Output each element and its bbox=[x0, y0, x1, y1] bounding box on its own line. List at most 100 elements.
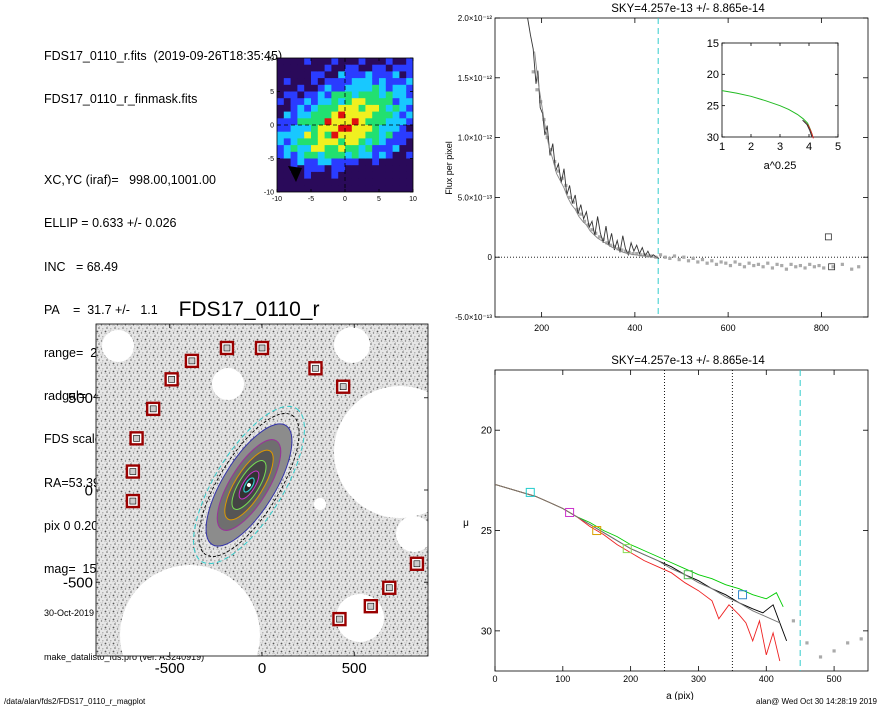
heatmap-cell bbox=[392, 98, 400, 106]
heatmap-cell bbox=[324, 151, 332, 159]
x-tick-label: 100 bbox=[555, 674, 570, 684]
heatmap-cell bbox=[406, 84, 413, 92]
sky-point bbox=[597, 235, 602, 239]
heatmap-cell bbox=[283, 98, 291, 106]
sky-point bbox=[761, 265, 765, 269]
sky-box-inner bbox=[367, 602, 375, 610]
heatmap-cell bbox=[297, 104, 305, 112]
sky-frame bbox=[494, 17, 869, 318]
sky-point bbox=[756, 262, 761, 266]
heatmap-cell bbox=[297, 151, 305, 159]
heatmap-cell bbox=[372, 84, 380, 92]
heatmap-cell bbox=[365, 151, 373, 159]
heatmap-cell bbox=[351, 91, 359, 99]
heatmap-cell bbox=[399, 78, 407, 86]
heatmap-cell bbox=[311, 118, 319, 126]
heatmap-cell bbox=[379, 104, 387, 112]
heatmap-cell bbox=[297, 131, 305, 139]
x-tick-label: 400 bbox=[759, 674, 774, 684]
heatmap-cell bbox=[392, 78, 400, 86]
heatmap-cell bbox=[406, 58, 413, 66]
heatmap-cell bbox=[372, 104, 380, 112]
heatmap-cell bbox=[406, 171, 413, 179]
footer-user-time: alan@ Wed Oct 30 14:28:19 2019 bbox=[756, 697, 877, 706]
sky-point bbox=[812, 265, 816, 269]
heatmap-cell bbox=[290, 145, 298, 153]
heatmap-cell bbox=[304, 125, 312, 133]
heatmap-cell bbox=[406, 125, 413, 133]
heatmap-cell bbox=[345, 125, 353, 133]
heatmap-cell bbox=[338, 64, 346, 72]
heatmap-cell bbox=[365, 71, 373, 79]
heatmap-cell bbox=[345, 84, 353, 92]
heatmap-cell bbox=[277, 64, 285, 72]
sky-point bbox=[789, 262, 793, 266]
ellipse-outer bbox=[198, 413, 300, 557]
profile-series-line bbox=[495, 483, 784, 607]
heatmap-cell bbox=[304, 151, 312, 159]
heatmap-cell bbox=[372, 131, 380, 139]
heatmap-cell bbox=[345, 131, 353, 139]
heatmap-cell bbox=[365, 158, 373, 166]
heatmap-cell bbox=[331, 71, 339, 79]
heatmap-cell bbox=[338, 165, 346, 173]
x-tick-label: 300 bbox=[691, 674, 706, 684]
heatmap-cell bbox=[311, 111, 319, 119]
heatmap-cell bbox=[399, 145, 407, 153]
heatmap-cell bbox=[372, 185, 380, 192]
sky-chart: SKY=4.257e-13 +/- 8.865e-14 Flux per pix… bbox=[444, 3, 869, 333]
heatmap-cell bbox=[385, 158, 393, 166]
heatmap-cell bbox=[283, 64, 291, 72]
heatmap-cell bbox=[283, 145, 291, 153]
heatmap-cell bbox=[385, 111, 393, 119]
heatmap-cell bbox=[358, 104, 366, 112]
heatmap-cell bbox=[399, 138, 407, 146]
heatmap-cell bbox=[385, 64, 393, 72]
heatmap-cell bbox=[365, 118, 373, 126]
heatmap-cell bbox=[317, 158, 325, 166]
heatmap-cell bbox=[338, 185, 346, 192]
heatmap-cell bbox=[345, 91, 353, 99]
heatmap-cell bbox=[338, 84, 346, 92]
heatmap-cell bbox=[345, 171, 353, 179]
heatmap-cell bbox=[297, 185, 305, 192]
heatmap-cell bbox=[324, 98, 332, 106]
sky-point bbox=[803, 266, 807, 270]
heatmap-cell bbox=[304, 165, 312, 173]
heatmap-cell bbox=[379, 165, 387, 173]
heatmap-cell bbox=[283, 84, 291, 92]
y-tick-label: 1.0×10⁻¹² bbox=[458, 134, 493, 143]
sky-point bbox=[535, 88, 539, 92]
heatmap-cell bbox=[379, 98, 387, 106]
heatmap-cell bbox=[358, 165, 366, 173]
heatmap-cell bbox=[304, 178, 312, 186]
heatmap-cell bbox=[399, 165, 407, 173]
y-tick-label: 0 bbox=[488, 253, 493, 262]
heatmap-cell bbox=[331, 171, 339, 179]
heatmap-cell bbox=[392, 131, 400, 139]
heatmap-cell bbox=[338, 178, 346, 186]
sky-box-inner bbox=[312, 364, 319, 372]
sky-point bbox=[590, 228, 594, 232]
heatmap-cell bbox=[358, 151, 366, 159]
thumbnail-chart: -10 -5 0 5 10 -10 -5 0 5 10 bbox=[264, 55, 417, 203]
heatmap-cell bbox=[392, 151, 400, 159]
heatmap-cell bbox=[372, 58, 380, 66]
sky-point bbox=[686, 259, 691, 263]
heatmap-cell bbox=[324, 71, 332, 79]
heatmap-cell bbox=[297, 171, 305, 179]
heatmap-cell bbox=[406, 145, 413, 153]
iso-marker bbox=[565, 507, 575, 517]
heatmap-cell bbox=[385, 118, 393, 126]
heatmap-cell bbox=[311, 98, 319, 106]
sky-point bbox=[623, 249, 628, 253]
heatmap-cell bbox=[392, 64, 400, 72]
heatmap-cell bbox=[277, 165, 285, 173]
heatmap-cell bbox=[290, 78, 298, 86]
heatmap-cell bbox=[365, 185, 373, 192]
heatmap-cell bbox=[385, 125, 393, 133]
param-pa: PA = 31.7 +/- 1.1 bbox=[44, 302, 158, 317]
heatmap-cell bbox=[317, 78, 325, 86]
heatmap-cell bbox=[277, 111, 285, 119]
heatmap-cell bbox=[283, 118, 291, 126]
